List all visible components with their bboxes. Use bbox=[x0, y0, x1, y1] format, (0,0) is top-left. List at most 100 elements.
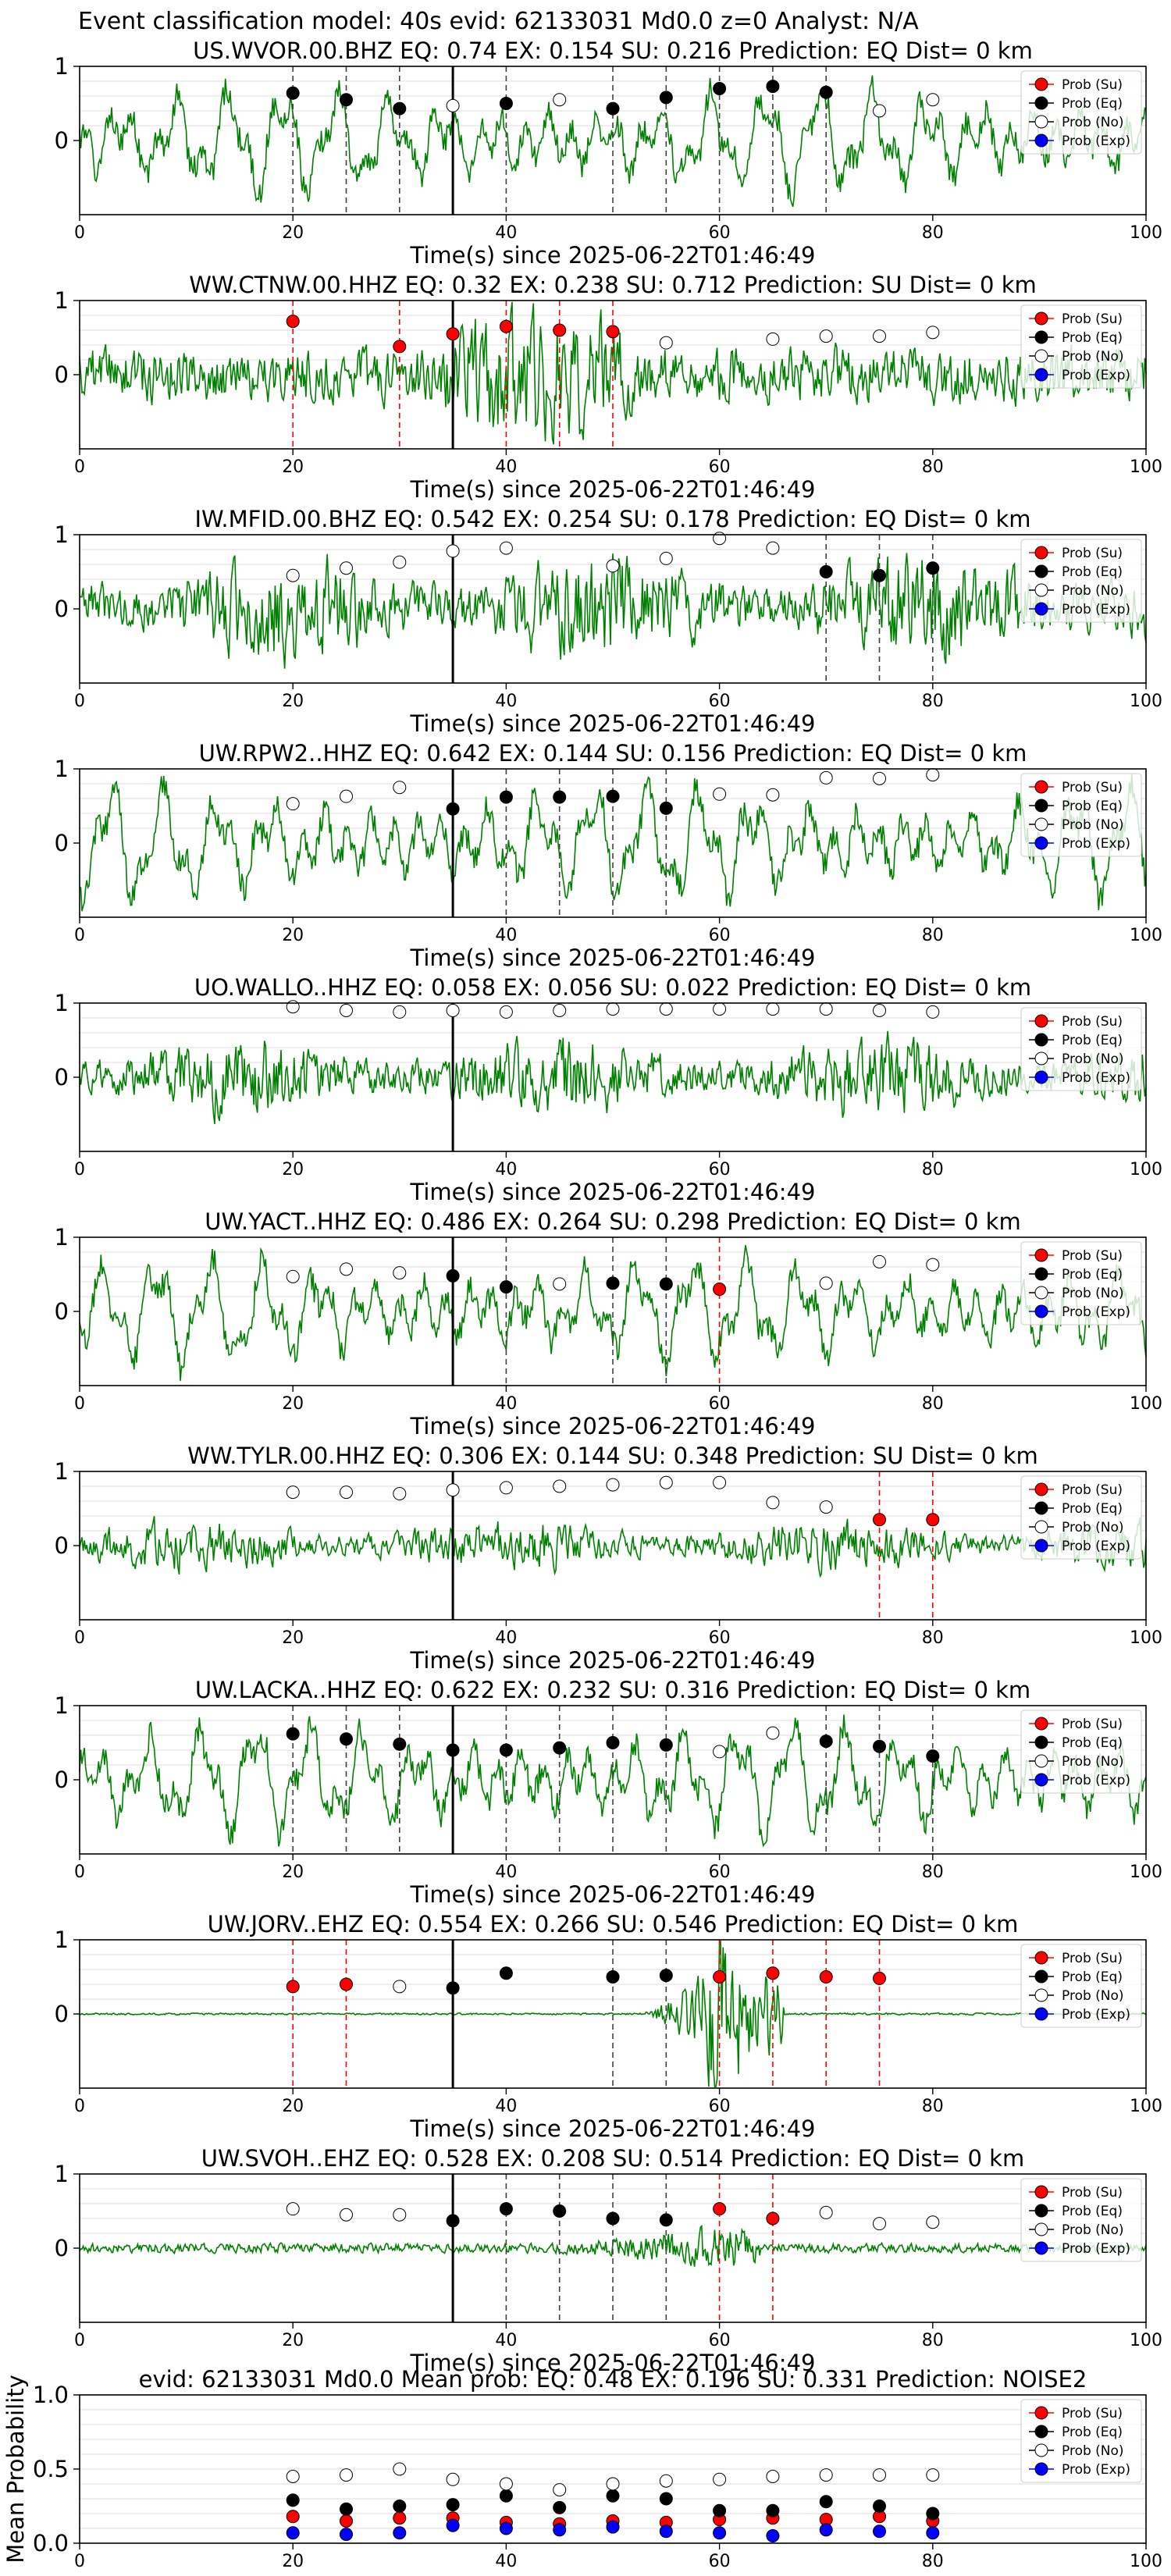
data-point-eq bbox=[873, 2500, 886, 2513]
legend-marker-exp bbox=[1034, 1539, 1048, 1553]
legend-label-su: Prob (Su) bbox=[1062, 1951, 1123, 1966]
x-tick-label: 60 bbox=[709, 1394, 731, 1414]
legend-label-eq: Prob (Eq) bbox=[1062, 1969, 1123, 1985]
data-point-no bbox=[659, 2474, 673, 2488]
legend-marker-exp bbox=[1034, 1773, 1048, 1787]
data-point-no bbox=[393, 1266, 407, 1280]
data-point-no bbox=[553, 1277, 567, 1291]
legend-marker-su bbox=[1034, 1248, 1048, 1262]
data-point-no bbox=[873, 1254, 886, 1268]
data-point-no bbox=[766, 1726, 780, 1740]
data-point-no bbox=[873, 2217, 886, 2231]
panel-title: UW.LACKA..HHZ EQ: 0.622 EX: 0.232 SU: 0.… bbox=[195, 1677, 1030, 1703]
x-tick-label: 20 bbox=[282, 1628, 304, 1648]
x-tick-label: 60 bbox=[709, 2552, 731, 2571]
x-tick-label: 60 bbox=[709, 2331, 731, 2350]
legend-label-no: Prob (No) bbox=[1062, 1286, 1124, 1301]
x-tick-label: 0 bbox=[74, 1863, 85, 1882]
x-tick-label: 100 bbox=[1130, 1160, 1162, 1179]
legend-label-exp: Prob (Exp) bbox=[1062, 2241, 1130, 2257]
waveform-trace bbox=[79, 553, 1147, 669]
legend-marker-exp bbox=[1034, 2007, 1048, 2021]
legend-marker-su bbox=[1034, 1482, 1048, 1496]
panel-7: 0 20 40 60 80 100 0 1 WW.TYLR.00.HHZ EQ: 0.306 E… bbox=[55, 1443, 1162, 1674]
data-point-no bbox=[926, 1005, 940, 1019]
legend-label-exp: Prob (Exp) bbox=[1062, 2007, 1130, 2023]
data-point-exp bbox=[713, 2526, 727, 2540]
x-tick-label: 0 bbox=[74, 457, 85, 477]
x-tick-label: 80 bbox=[922, 692, 944, 711]
x-tick-label: 40 bbox=[495, 457, 517, 477]
panel-title: US.WVOR.00.BHZ EQ: 0.74 EX: 0.154 SU: 0.… bbox=[193, 37, 1033, 64]
y-tick-label: 1 bbox=[55, 756, 69, 782]
x-tick-label: 80 bbox=[922, 1160, 944, 1179]
legend-marker-exp bbox=[1034, 368, 1048, 382]
legend-label-no: Prob (No) bbox=[1062, 1520, 1124, 1535]
x-tick-label: 0 bbox=[74, 1628, 85, 1648]
data-point-eq bbox=[766, 2503, 780, 2517]
data-point-su bbox=[713, 1970, 727, 1984]
legend-marker-eq bbox=[1034, 1033, 1048, 1047]
data-point-no bbox=[766, 1002, 780, 1016]
data-point-no bbox=[766, 2470, 780, 2483]
data-point-su bbox=[393, 2511, 407, 2525]
data-point-no bbox=[499, 2477, 513, 2491]
panel-title: IW.MFID.00.BHZ EQ: 0.542 EX: 0.254 SU: 0… bbox=[194, 506, 1030, 532]
data-point-exp bbox=[819, 2523, 833, 2537]
x-axis-label: Time(s) since 2025-06-22T01:46:49 bbox=[410, 1179, 816, 1205]
x-tick-label: 0 bbox=[74, 1160, 85, 1179]
legend-label-exp: Prob (Exp) bbox=[1062, 836, 1130, 852]
x-tick-label: 20 bbox=[282, 1160, 304, 1179]
data-point-eq bbox=[659, 1969, 673, 1983]
data-point-eq bbox=[446, 1268, 460, 1283]
data-point-su bbox=[446, 327, 460, 341]
x-axis-label: Time(s) since 2025-06-22T01:46:49 bbox=[410, 945, 816, 971]
y-tick-label: 0 bbox=[55, 127, 69, 154]
data-point-eq bbox=[286, 86, 300, 100]
data-point-su bbox=[713, 2202, 727, 2216]
data-point-exp bbox=[340, 2528, 353, 2542]
data-point-exp bbox=[286, 2526, 300, 2540]
data-point-no bbox=[446, 1483, 460, 1497]
y-tick-label: 0 bbox=[55, 1532, 69, 1559]
data-point-su bbox=[873, 1513, 886, 1527]
data-point-eq bbox=[286, 1727, 300, 1741]
data-point-su bbox=[499, 319, 513, 333]
legend-label-exp: Prob (Exp) bbox=[1062, 602, 1130, 617]
x-tick-label: 20 bbox=[282, 692, 304, 711]
data-point-no bbox=[340, 1485, 353, 1500]
data-point-no bbox=[713, 532, 727, 546]
y-tick-label: 1 bbox=[55, 990, 69, 1016]
legend-label-su: Prob (Su) bbox=[1062, 2185, 1123, 2201]
legend-label-no: Prob (No) bbox=[1062, 1754, 1124, 1770]
legend-marker-no bbox=[1034, 817, 1048, 831]
data-point-su bbox=[713, 1283, 727, 1296]
panel-title: evid: 62133031 Md0.0 Mean prob: EQ: 0.48… bbox=[139, 2366, 1087, 2393]
data-point-no bbox=[340, 1004, 353, 1017]
data-point-su bbox=[286, 1980, 300, 1994]
legend-marker-eq bbox=[1034, 1735, 1048, 1749]
data-point-eq bbox=[499, 790, 513, 804]
data-point-no bbox=[286, 568, 300, 582]
data-point-eq bbox=[340, 93, 353, 107]
panel-title: WW.TYLR.00.HHZ EQ: 0.306 EX: 0.144 SU: 0… bbox=[187, 1443, 1038, 1469]
data-point-eq bbox=[659, 91, 673, 105]
legend-label-su: Prob (Su) bbox=[1062, 2406, 1123, 2421]
data-point-no bbox=[819, 329, 833, 343]
data-point-eq bbox=[766, 80, 780, 94]
data-point-no bbox=[926, 2215, 940, 2229]
data-point-no bbox=[659, 336, 673, 350]
legend-marker-exp bbox=[1034, 2462, 1048, 2476]
legend-label-eq: Prob (Eq) bbox=[1062, 1033, 1123, 1048]
y-tick-label: 0 bbox=[55, 1767, 69, 1793]
data-point-eq bbox=[499, 2202, 513, 2216]
data-point-exp bbox=[926, 2526, 940, 2540]
panel-title: UW.YACT..HHZ EQ: 0.486 EX: 0.264 SU: 0.2… bbox=[205, 1208, 1020, 1235]
data-point-eq bbox=[606, 1276, 620, 1290]
x-tick-label: 100 bbox=[1130, 2097, 1162, 2116]
panel-title: UW.RPW2..HHZ EQ: 0.642 EX: 0.144 SU: 0.1… bbox=[199, 740, 1027, 767]
data-point-eq bbox=[286, 2493, 300, 2507]
data-point-su bbox=[766, 1966, 780, 1980]
x-tick-label: 20 bbox=[282, 1394, 304, 1414]
data-point-eq bbox=[659, 1738, 673, 1752]
